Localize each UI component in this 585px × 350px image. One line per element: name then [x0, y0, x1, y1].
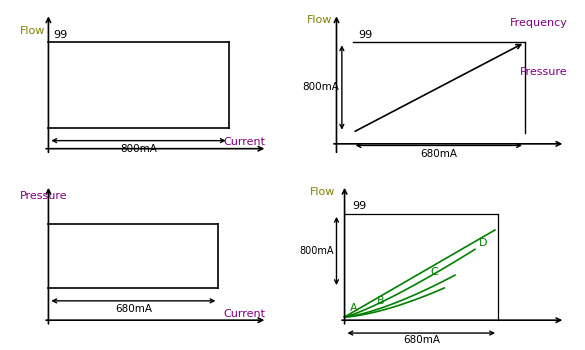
Text: 99: 99	[54, 30, 68, 40]
Text: Pressure: Pressure	[20, 191, 68, 201]
Text: 99: 99	[358, 30, 372, 40]
Text: Flow: Flow	[20, 26, 46, 36]
Text: 800mA: 800mA	[120, 144, 157, 154]
Text: Pressure: Pressure	[520, 66, 568, 77]
Text: Flow: Flow	[307, 15, 332, 25]
Text: Current: Current	[223, 138, 265, 147]
Text: C: C	[431, 267, 438, 277]
Text: 680mA: 680mA	[420, 149, 457, 159]
Text: Current: Current	[223, 309, 265, 319]
Text: A: A	[350, 302, 357, 313]
Text: Flow: Flow	[309, 187, 335, 197]
Text: 800mA: 800mA	[302, 83, 339, 92]
Text: 680mA: 680mA	[115, 304, 152, 314]
Text: D: D	[479, 238, 488, 248]
Text: 99: 99	[353, 201, 367, 211]
Text: B: B	[377, 296, 384, 306]
Text: Frequency: Frequency	[510, 18, 568, 28]
Text: 800mA: 800mA	[300, 246, 334, 256]
Text: 680mA: 680mA	[402, 335, 440, 345]
